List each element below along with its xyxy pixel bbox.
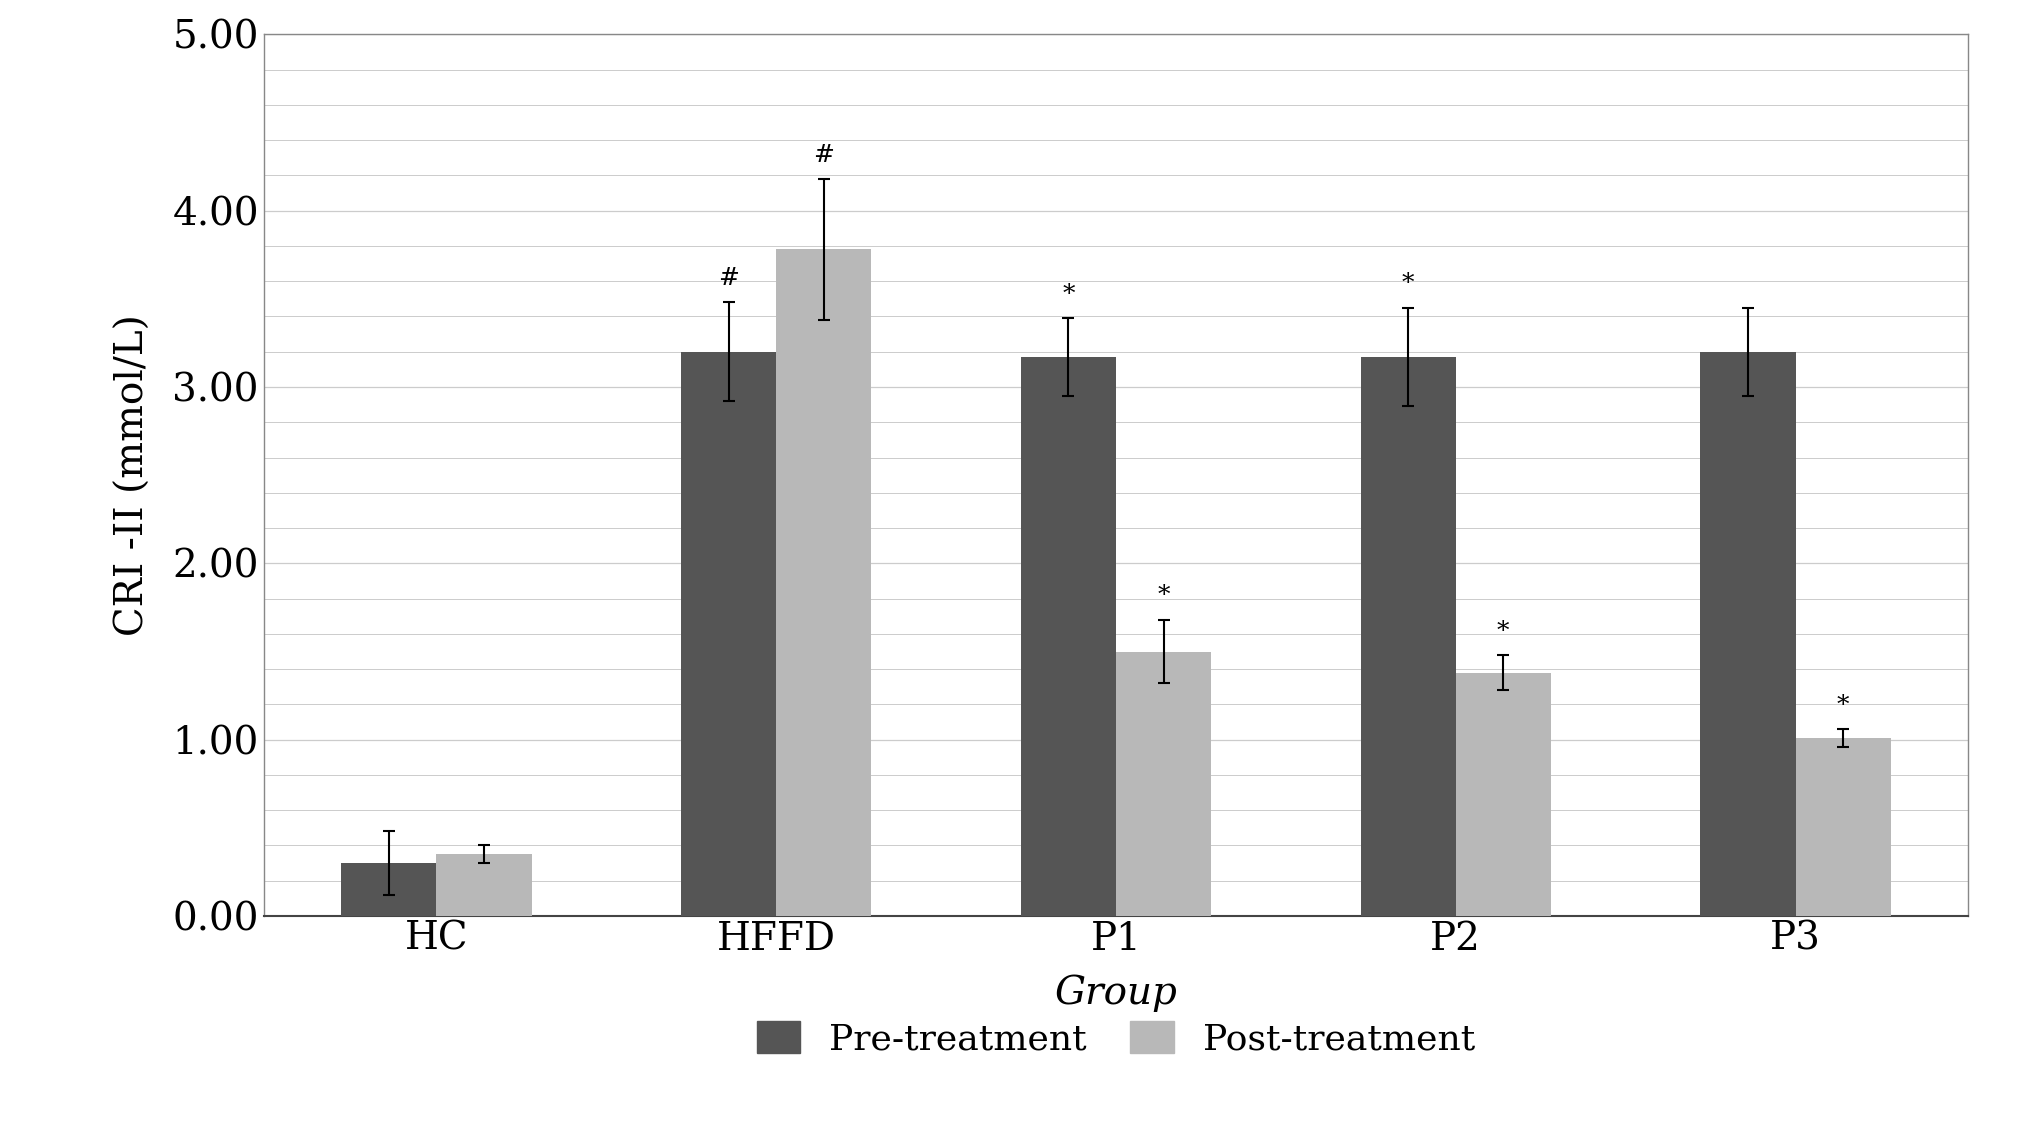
- Y-axis label: CRI -II (mmol/L): CRI -II (mmol/L): [114, 314, 152, 637]
- Text: *: *: [1402, 273, 1414, 295]
- Bar: [1116, 652, 1211, 916]
- Bar: [1700, 352, 1796, 916]
- Text: *: *: [1836, 694, 1848, 717]
- Text: *: *: [1497, 619, 1510, 642]
- X-axis label: Group: Group: [1055, 974, 1177, 1012]
- Bar: [341, 863, 436, 916]
- Legend: Pre-treatment, Post-treatment: Pre-treatment, Post-treatment: [739, 1003, 1493, 1074]
- Text: *: *: [1157, 584, 1171, 608]
- Bar: [1796, 737, 1891, 916]
- Bar: [1021, 357, 1116, 916]
- Bar: [777, 250, 870, 916]
- Text: #: #: [718, 267, 739, 290]
- Bar: [682, 352, 777, 916]
- Bar: [1455, 672, 1550, 916]
- Text: *: *: [1061, 283, 1075, 306]
- Text: #: #: [814, 143, 834, 167]
- Bar: [436, 854, 532, 916]
- Bar: [1361, 357, 1455, 916]
